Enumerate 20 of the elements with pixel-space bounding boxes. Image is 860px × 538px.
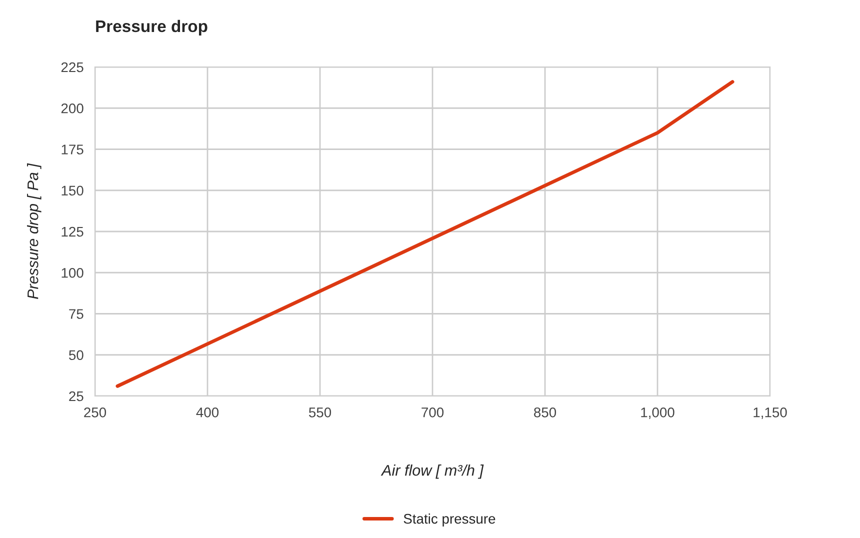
x-tick-label: 400: [196, 407, 219, 418]
x-axis-title: Air flow [ m³/h ]: [380, 464, 484, 479]
y-tick-label: 175: [62, 144, 84, 154]
chart-title: Pressure drop: [96, 20, 208, 36]
y-tick-label: 25: [69, 391, 84, 402]
y-tick-label: 225: [61, 62, 84, 72]
y-tick-label: 125: [62, 226, 84, 237]
x-tick-label: 700: [422, 407, 444, 418]
x-tick-label: 550: [308, 407, 332, 418]
legend-label: Static pressure: [404, 514, 496, 526]
x-tick-label: 250: [84, 407, 106, 418]
x-tick-label: 1,000: [641, 407, 674, 419]
y-tick-label: 50: [68, 350, 84, 360]
y-tick-label: 75: [69, 309, 84, 319]
y-axis-title: Pressure drop [ Pa ]: [27, 163, 42, 299]
x-tick-label: 1,150: [754, 407, 787, 419]
y-tick-label: 150: [62, 186, 84, 196]
y-tick-label: 200: [61, 103, 84, 114]
y-tick-label: 100: [62, 268, 84, 278]
x-tick-label: 850: [534, 407, 556, 418]
